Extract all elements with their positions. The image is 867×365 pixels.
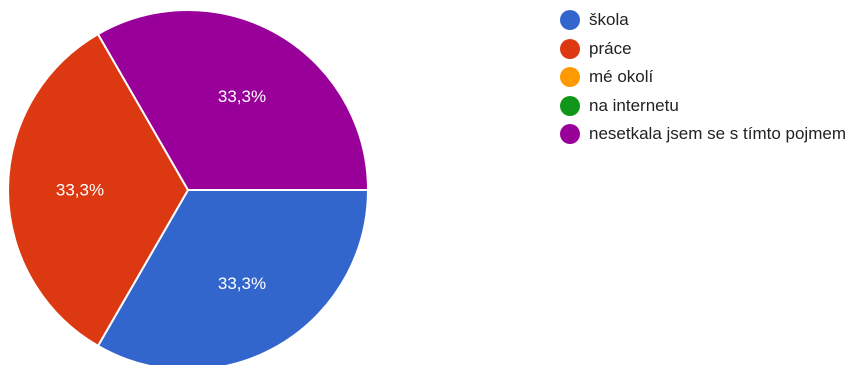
legend-item: nesetkala jsem se s tímto pojmem xyxy=(560,124,860,146)
slice-value-label-4: 33,3% xyxy=(218,87,266,106)
legend-swatch-icon xyxy=(560,67,580,87)
legend-swatch-icon xyxy=(560,38,580,59)
legend-item: práce xyxy=(560,38,860,61)
legend-item: škola xyxy=(560,10,860,32)
pie-slice-1 xyxy=(7,32,190,348)
legend-swatch-icon xyxy=(560,10,580,30)
slice-value-label-0: 33,3% xyxy=(218,274,266,293)
slice-value-label-1: 33,3% xyxy=(56,181,104,200)
legend-label: nesetkala jsem se s tímto pojmem xyxy=(589,124,846,143)
legend-swatch-icon xyxy=(560,95,580,116)
pie-chart: 33,3% 33,3% 33,3% xyxy=(7,9,370,365)
legend-label: na internetu xyxy=(589,95,679,115)
pie-slice-0 xyxy=(96,189,370,365)
pie-slice-4 xyxy=(96,9,370,191)
legend-label: práce xyxy=(589,38,632,58)
legend-item: mé okolí xyxy=(560,67,860,89)
legend-item: na internetu xyxy=(560,95,860,118)
legend-swatch-icon xyxy=(560,124,580,144)
chart-legend: škola práce mé okolí na internetu nesetkala … xyxy=(560,10,860,153)
legend-label: škola xyxy=(589,10,629,29)
legend-label: mé okolí xyxy=(589,67,654,86)
